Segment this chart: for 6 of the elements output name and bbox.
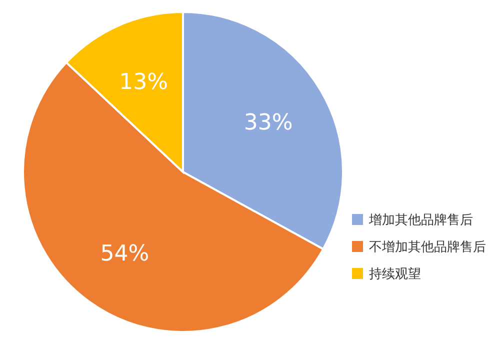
data-label: 33% (244, 110, 293, 136)
data-label: 13% (119, 70, 168, 95)
data-label: 54% (100, 241, 150, 266)
legend-label: 持续观望 (369, 267, 421, 282)
legend-label: 增加其他品牌售后 (368, 213, 473, 228)
legend-label: 不增加其他品牌售后 (369, 240, 486, 255)
